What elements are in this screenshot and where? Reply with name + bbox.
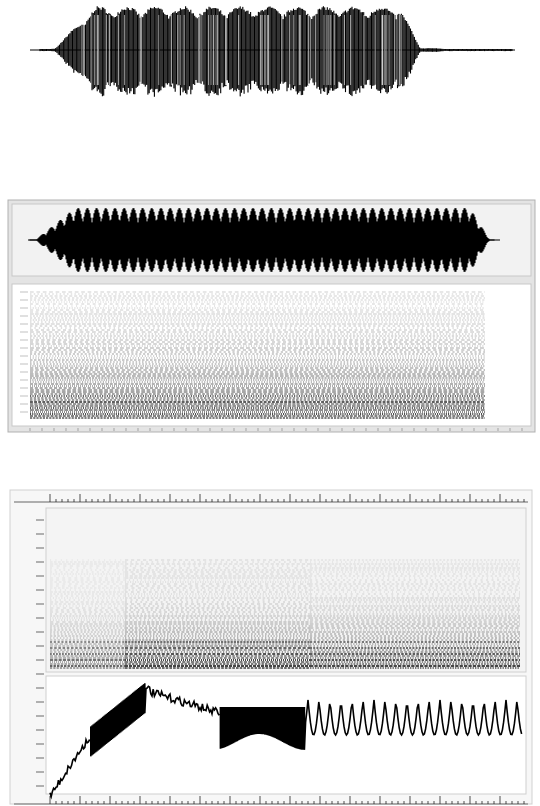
figure: [0, 0, 540, 806]
waveform: [28, 208, 500, 272]
waveform: [30, 6, 515, 97]
page: (() => { const data = JSON.parse(documen…: [0, 0, 540, 806]
